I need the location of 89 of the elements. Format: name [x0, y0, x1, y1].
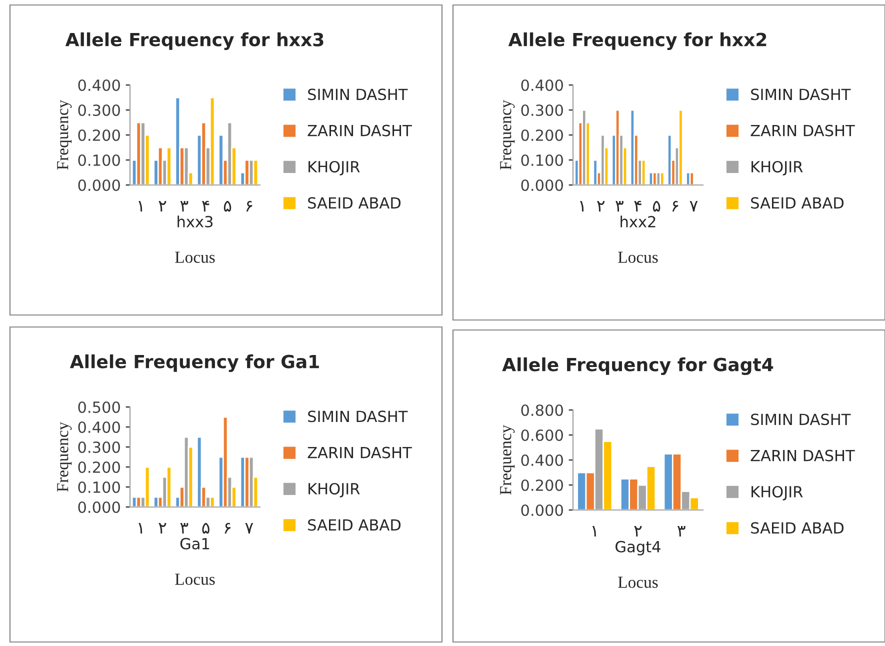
legend-label: SAEID ABAD: [308, 197, 401, 209]
x-tick-label: ۴: [634, 200, 642, 212]
x-tick-label: ۶: [672, 200, 678, 212]
legend-label: SIMIN DASHT: [751, 88, 851, 100]
legend-label: ZARIN DASHT: [750, 124, 855, 136]
x-tick-label: ۶: [246, 200, 252, 212]
bar: [689, 172, 694, 185]
y-tick-label: 0.200: [78, 129, 120, 142]
x-tick-label: ۱: [138, 522, 142, 534]
x-tick-label: ۳: [616, 200, 624, 212]
y-axis-title: Frequency: [500, 100, 515, 170]
y-tick-label: 0.200: [521, 479, 563, 492]
x-tick-label: ۳: [677, 526, 686, 537]
y-tick-label: 0.800: [521, 404, 563, 416]
legend-label: ZARIN DASHT: [750, 450, 855, 462]
text: Gagt4: [616, 540, 660, 556]
x-tick-label: ۱: [580, 200, 584, 212]
bar: [592, 159, 598, 185]
x-tick-label: ۷: [245, 522, 254, 534]
x-tick-label: ۵: [224, 200, 232, 212]
x-tick-label: ۲: [158, 522, 166, 534]
bar: [641, 159, 646, 185]
legend-label: SAEID ABAD: [308, 519, 401, 531]
y-tick-label: 0.400: [78, 79, 120, 92]
x-axis-title: Locus: [175, 252, 215, 263]
x-tick-label: ۴: [202, 200, 210, 212]
y-tick-label: 0.100: [521, 154, 563, 166]
x-tick-label: ۷: [690, 200, 698, 212]
x-tick-label: ۲: [158, 200, 166, 212]
legend-label: ZARIN DASHT: [308, 124, 412, 136]
bar: [209, 496, 216, 507]
x-tick-label: ۳: [180, 200, 188, 212]
legend-label: SAEID ABAD: [751, 197, 844, 209]
chart-title: Allele Frequency for Ga1: [70, 354, 319, 372]
bar: [222, 416, 228, 507]
legend-label: KHOJIR: [752, 160, 803, 176]
bar: [209, 96, 216, 185]
x-axis-title: Locus: [618, 576, 658, 588]
text: Ga1: [180, 538, 210, 550]
y-tick-label: 0.300: [78, 104, 120, 116]
y-tick-label: 0.300: [521, 104, 563, 116]
legend-label: SIMIN DASHT: [308, 88, 408, 100]
chart-title: Allele Frequency for Gagt4: [502, 357, 774, 376]
y-tick-label: 0.400: [78, 421, 120, 434]
text: hxx3: [178, 216, 213, 228]
x-tick-label: ۲: [634, 526, 642, 537]
y-axis-title: Frequency: [57, 100, 72, 170]
bar: [678, 109, 684, 185]
y-tick-label: 0.200: [78, 461, 120, 474]
y-tick-label: 0.000: [78, 501, 120, 514]
y-tick-label: 0.000: [78, 179, 120, 192]
y-tick-label: 0.500: [78, 401, 120, 414]
y-tick-label: 0.100: [78, 154, 120, 166]
bar: [166, 146, 172, 185]
x-tick-label: ۵: [652, 200, 660, 212]
legend-label: KHOJIR: [752, 486, 803, 500]
x-tick-label: ۱: [138, 200, 142, 212]
legend-label: KHOJIR: [308, 482, 360, 498]
legend-label: SAEID ABAD: [751, 522, 844, 534]
x-axis-title: Locus: [175, 574, 215, 585]
text: hxx2: [620, 216, 656, 228]
y-tick-label: 0.600: [521, 429, 563, 442]
x-tick-label: ۲: [597, 200, 605, 212]
y-axis-title: Frequency: [57, 422, 72, 492]
x-tick-label: ۱: [592, 526, 596, 537]
legend-label: SIMIN DASHT: [308, 410, 408, 422]
y-tick-label: 0.400: [521, 79, 563, 92]
x-tick-label: ۳: [180, 522, 188, 534]
bar: [660, 172, 665, 185]
y-axis-title: Frequency: [500, 424, 515, 495]
bar: [218, 134, 224, 185]
bar: [196, 436, 202, 507]
y-tick-label: 0.400: [521, 454, 563, 466]
y-tick-label: 0.100: [78, 481, 120, 494]
y-tick-label: 0.200: [521, 129, 563, 142]
x-tick-label: ۵: [202, 522, 210, 534]
legend-label: ZARIN DASHT: [308, 446, 412, 458]
y-tick-label: 0.000: [521, 504, 563, 516]
y-tick-label: 0.300: [78, 441, 120, 454]
x-tick-label: ۶: [224, 522, 230, 534]
chart-title: Allele Frequency for hxx2: [508, 32, 766, 50]
bar: [252, 159, 259, 185]
legend-label: KHOJIR: [308, 160, 360, 176]
x-axis-title: Locus: [618, 252, 658, 263]
y-tick-label: 0.000: [521, 179, 563, 192]
chart-title: Allele Frequency for hxx3: [65, 32, 324, 50]
bar: [144, 466, 150, 507]
legend-label: SIMIN DASHT: [751, 414, 851, 426]
bar: [166, 466, 172, 507]
